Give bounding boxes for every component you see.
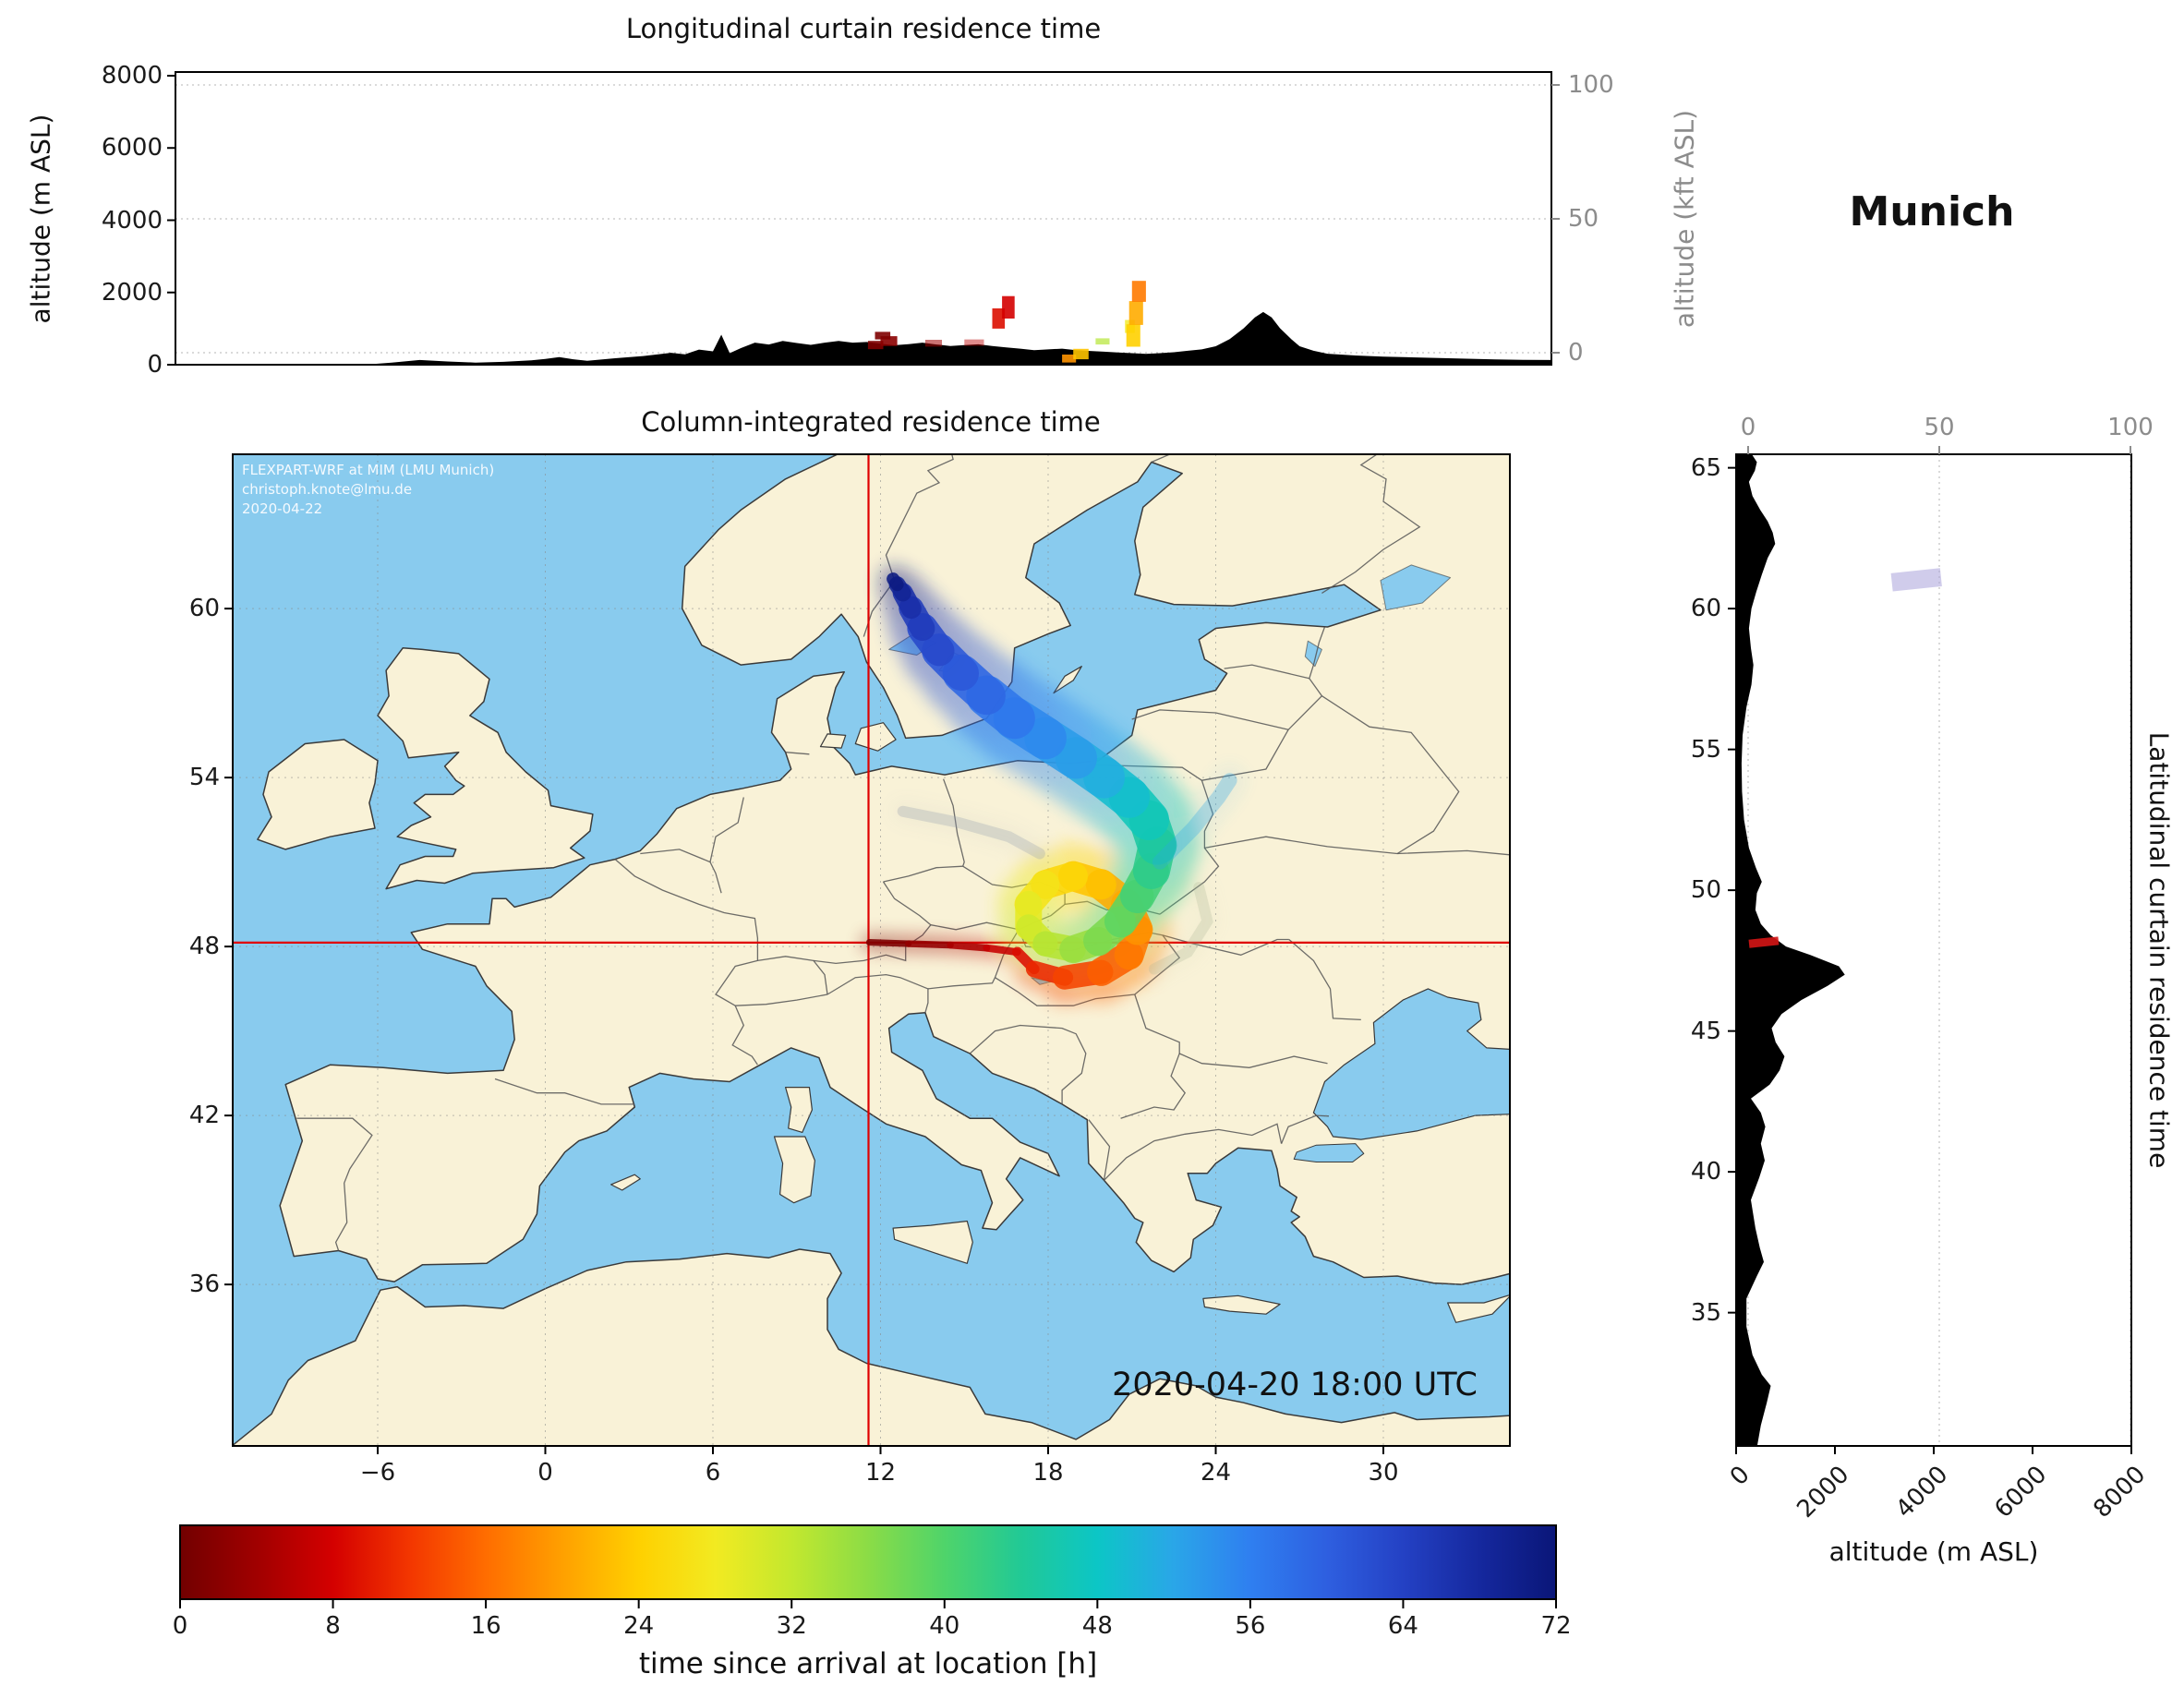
colorbar-tick-label: 0	[172, 1612, 188, 1640]
time-colorbar	[179, 1524, 1557, 1608]
ytick-label-lat-right: 35	[1690, 1298, 1721, 1327]
ytick-label-lat: 42	[188, 1102, 220, 1130]
colorbar-tick-label: 48	[1081, 1612, 1113, 1640]
ytick-label-lat-right: 40	[1690, 1158, 1721, 1186]
ytick-label-lat: 48	[188, 933, 220, 961]
xtick-label-lon: 12	[864, 1459, 897, 1487]
colorbar-tick-label: 56	[1235, 1612, 1266, 1640]
xtick-label-lon: 18	[1032, 1459, 1064, 1487]
ytick-label-lat-right: 65	[1690, 453, 1721, 482]
colorbar-tick-label: 72	[1540, 1612, 1572, 1640]
ytick-label-m: 8000	[101, 62, 163, 90]
colorbar-gradient	[180, 1525, 1556, 1599]
colorbar-label: time since arrival at location [h]	[638, 1647, 1098, 1680]
ytick-label-lat: 54	[188, 764, 220, 792]
longitudinal-curtain-panel	[167, 71, 1560, 366]
island	[892, 1220, 973, 1264]
watermark-line-2: christoph.knote@lmu.de	[242, 481, 413, 498]
lake	[1380, 564, 1452, 611]
colorbar-tick-label: 24	[623, 1612, 655, 1640]
island	[819, 733, 847, 749]
colorbar-tick-label: 64	[1387, 1612, 1418, 1640]
longitudinal-panel-title: Longitudinal curtain residence time	[625, 13, 1102, 44]
black-sea	[1312, 988, 1510, 1140]
latitudinal-curtain-panel	[1728, 446, 2132, 1454]
island	[1447, 1294, 1510, 1323]
ytick-label-lat-right: 45	[1690, 1017, 1721, 1045]
mainland	[279, 454, 1510, 1285]
north-africa	[233, 1248, 1510, 1446]
country-borders	[296, 454, 1510, 1251]
sea-of-marmara	[1293, 1143, 1365, 1162]
xtick-label-lon: 24	[1200, 1459, 1232, 1487]
watermark-line-1: FLEXPART-WRF at MIM (LMU Munich)	[242, 462, 495, 478]
ireland	[257, 739, 379, 850]
colorbar-tick-label: 16	[470, 1612, 501, 1640]
trajectory-plume	[865, 572, 1237, 990]
xtick-label-lon: 30	[1368, 1459, 1399, 1487]
xtick-label-lon: 0	[537, 1459, 553, 1487]
ytick-label-m: 6000	[101, 134, 163, 163]
residence-cells-longitudinal	[867, 281, 1146, 363]
island	[785, 1087, 813, 1133]
ytick-label-lat: 60	[188, 595, 220, 623]
xtick-label-lon: −6	[359, 1459, 396, 1487]
colorbar-tick-label: 40	[929, 1612, 960, 1640]
great-britain	[377, 647, 594, 890]
island	[1202, 1295, 1281, 1315]
xtick-label-kft: 50	[1924, 414, 1955, 441]
map-timestamp: 2020-04-20 18:00 UTC	[1112, 1367, 1478, 1403]
altitude-m-xaxis-label: altitude (m ASL)	[1828, 1536, 2039, 1567]
ytick-label-kft: 50	[1568, 205, 1599, 233]
ytick-label-lat-right: 55	[1690, 735, 1721, 764]
map-frame	[232, 453, 1511, 1447]
colorbar-tick-label: 32	[776, 1612, 807, 1640]
xtick-label-kft: 100	[2107, 414, 2154, 441]
ytick-label-lat-right: 60	[1690, 595, 1721, 623]
ytick-label-m: 2000	[101, 278, 163, 307]
terrain-profile-latitudinal	[1736, 453, 1845, 1445]
altitude-kft-axis-label: altitude (kft ASL)	[1669, 109, 1700, 329]
island	[854, 722, 897, 752]
ytick-label-m: 0	[147, 351, 163, 379]
altitude-m-axis-label: altitude (m ASL)	[25, 114, 56, 324]
ytick-label-m: 4000	[101, 206, 163, 235]
xtick-label-lon: 6	[705, 1459, 721, 1487]
xtick-label-kft: 0	[1740, 414, 1756, 441]
ytick-label-kft: 100	[1568, 71, 1614, 99]
island	[773, 1136, 815, 1204]
island	[610, 1174, 641, 1191]
watermark-line-3: 2020-04-22	[242, 500, 323, 517]
ytick-label-lat-right: 50	[1690, 876, 1721, 905]
ytick-label-kft: 0	[1568, 339, 1584, 367]
colorbar-tick-label: 8	[325, 1612, 341, 1640]
location-title: Munich	[1849, 188, 2015, 235]
terrain-profile-longitudinal	[176, 311, 1552, 365]
europe-map	[233, 454, 1510, 1446]
latitudinal-panel-title: Latitudinal curtain residence time	[2143, 731, 2175, 1169]
island	[1053, 666, 1082, 694]
ytick-label-lat: 36	[188, 1270, 220, 1299]
map-panel-title: Column-integrated residence time	[641, 406, 1101, 438]
